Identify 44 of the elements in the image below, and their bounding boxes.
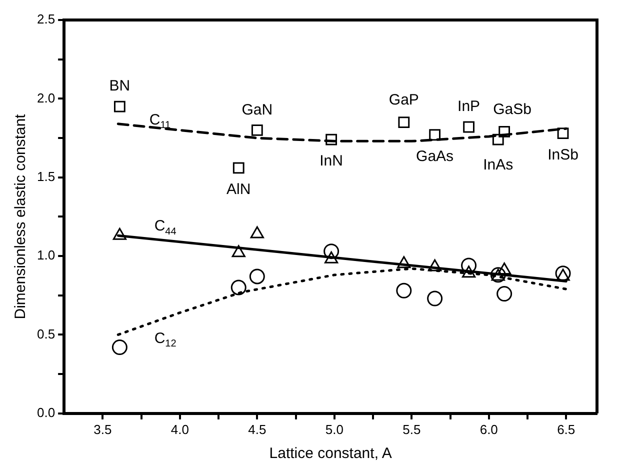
point bbox=[461, 258, 477, 274]
point bbox=[496, 286, 512, 302]
x-axis-title: Lattice constant, A bbox=[269, 445, 392, 462]
annotation: AlN bbox=[226, 181, 251, 198]
point bbox=[326, 134, 338, 146]
x-tick-label: 3.5 bbox=[94, 422, 112, 437]
annotation: GaSb bbox=[493, 100, 532, 118]
point bbox=[498, 126, 510, 138]
point bbox=[230, 280, 246, 296]
point bbox=[396, 282, 412, 298]
point bbox=[112, 340, 128, 356]
point bbox=[114, 100, 126, 112]
annotation: InAs bbox=[483, 156, 514, 174]
annotation: InSb bbox=[548, 146, 578, 164]
y-tick-label: 2.5 bbox=[36, 12, 56, 27]
x-tick-label: 4.0 bbox=[170, 422, 189, 437]
annotation: GaP bbox=[388, 91, 419, 108]
point bbox=[463, 121, 474, 133]
x-tick-label: 5.0 bbox=[325, 422, 344, 437]
point bbox=[232, 162, 244, 174]
annotation: GaN bbox=[242, 101, 273, 118]
y-tick-label: 1.0 bbox=[36, 248, 56, 263]
y-tick-label: 0.5 bbox=[36, 326, 56, 342]
y-tick-label: 0.0 bbox=[36, 404, 56, 420]
point bbox=[429, 129, 441, 141]
point bbox=[324, 244, 340, 260]
point bbox=[557, 128, 569, 139]
point bbox=[249, 268, 265, 284]
x-tick-label: 6.0 bbox=[480, 422, 498, 437]
annotation: InP bbox=[458, 98, 480, 116]
point bbox=[398, 116, 410, 128]
point bbox=[555, 266, 571, 282]
y-axis-title: Dimensionless elastic constant bbox=[12, 113, 30, 320]
x-tick-label: 5.5 bbox=[402, 422, 421, 437]
y-tick-label: 2.0 bbox=[36, 90, 56, 106]
point bbox=[427, 290, 443, 306]
annotation: InN bbox=[320, 152, 343, 170]
annotation: GaAs bbox=[416, 148, 454, 166]
annotation: BN bbox=[109, 78, 130, 95]
point bbox=[492, 134, 504, 146]
y-tick-label: 1.5 bbox=[36, 168, 56, 184]
x-tick-label: 4.5 bbox=[248, 422, 266, 437]
point bbox=[251, 124, 263, 136]
x-tick-label: 6.5 bbox=[557, 422, 576, 437]
